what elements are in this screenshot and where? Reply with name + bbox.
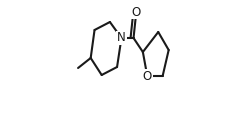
Text: N: N: [117, 31, 126, 44]
Text: O: O: [132, 5, 141, 18]
Text: O: O: [143, 70, 152, 83]
